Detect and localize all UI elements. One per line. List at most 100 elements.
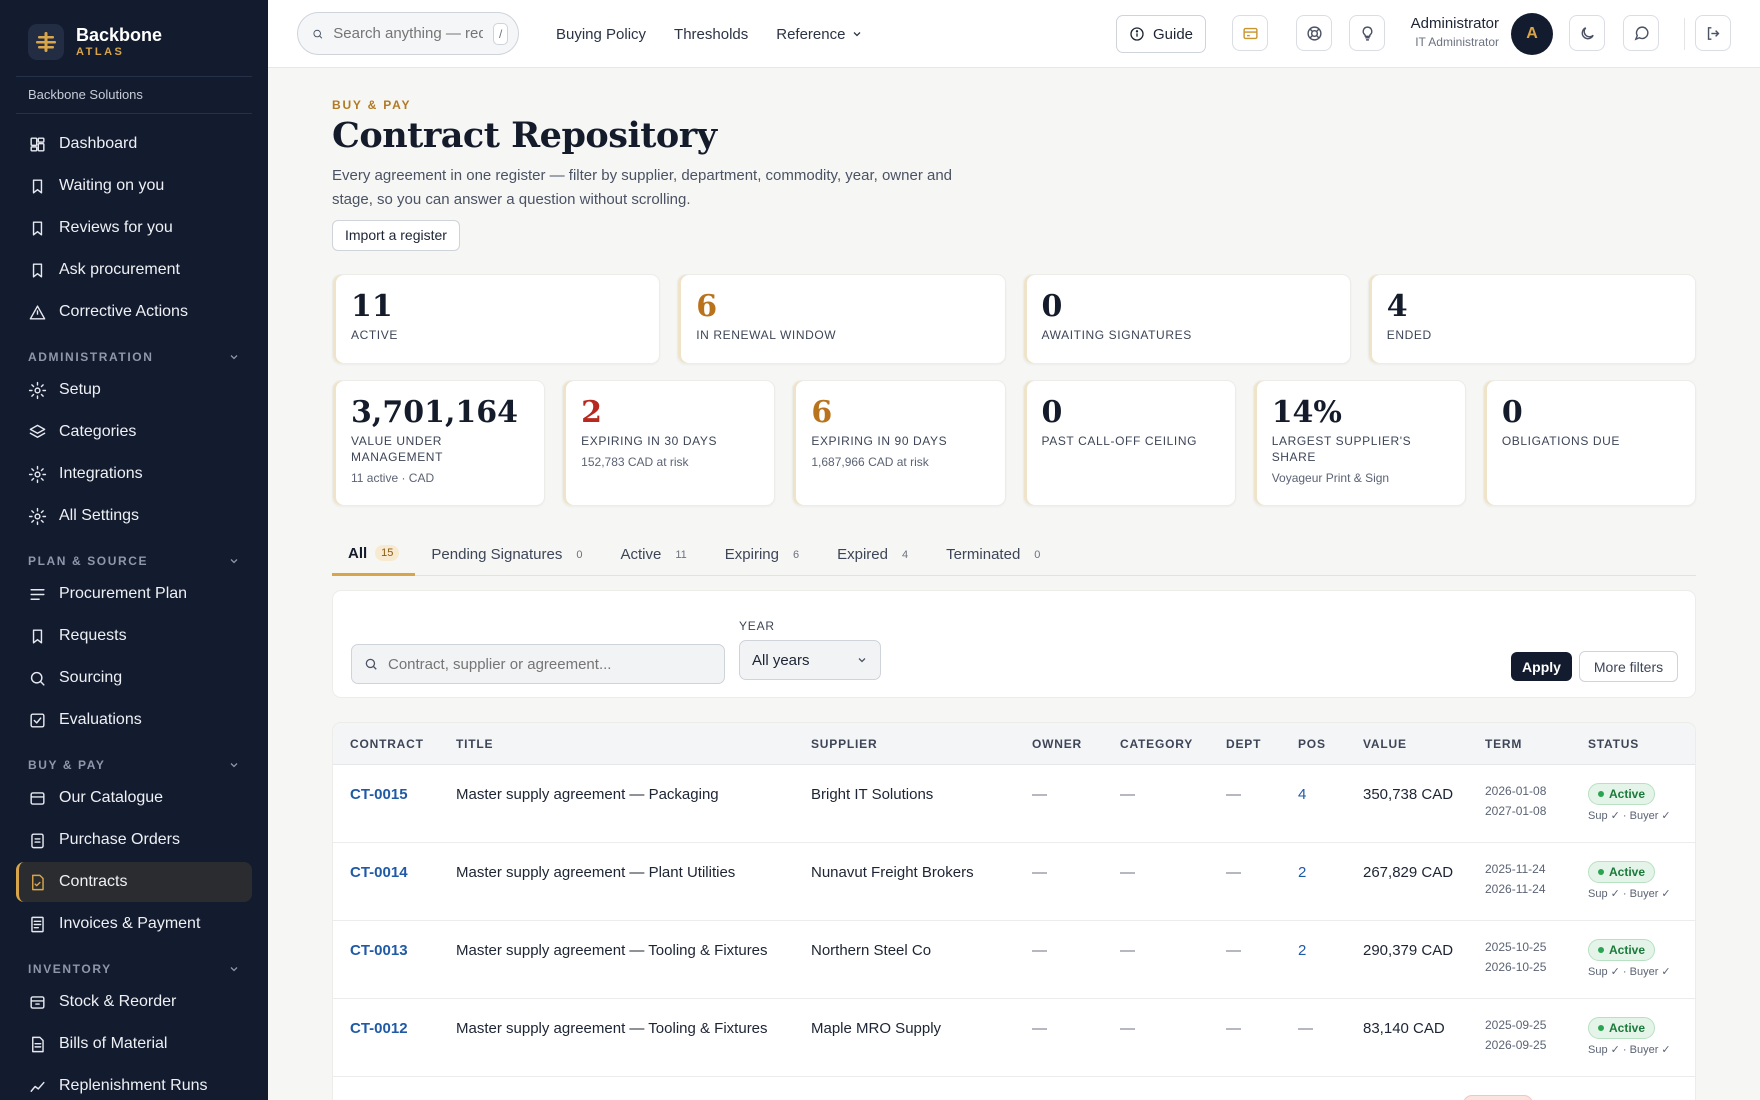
tab-expiring[interactable]: Expiring 6 <box>709 533 821 576</box>
stat-card-in-renewal-window[interactable]: 6 IN RENEWAL WINDOW <box>677 274 1005 364</box>
column-header-supplier[interactable]: SUPPLIER <box>796 737 1017 751</box>
avatar[interactable]: A <box>1511 13 1553 55</box>
sidebar-item-waiting-on-you[interactable]: Waiting on you <box>16 166 252 206</box>
guide-button[interactable]: Guide <box>1116 15 1206 53</box>
bookmark-icon <box>28 177 47 196</box>
column-header-term[interactable]: TERM <box>1470 737 1573 751</box>
tab-pending-signatures[interactable]: Pending Signatures 0 <box>415 533 604 576</box>
column-header-dept[interactable]: DEPT <box>1211 737 1283 751</box>
contract-status: Active Sup ✓ · Buyer ✓ <box>1573 765 1683 822</box>
sidebar-item-purchase-orders[interactable]: Purchase Orders <box>16 820 252 860</box>
pos-count-link[interactable]: 4 <box>1283 765 1348 803</box>
column-header-contract[interactable]: CONTRACT <box>333 737 441 751</box>
contract-id-link[interactable]: CT-0013 <box>333 921 441 959</box>
sidebar-group-buy-and-pay[interactable]: BUY & PAY <box>16 758 252 772</box>
tab-active[interactable]: Active 11 <box>604 533 708 576</box>
sidebar-item-procurement-plan[interactable]: Procurement Plan <box>16 574 252 614</box>
tab-expired[interactable]: Expired 4 <box>821 533 930 576</box>
column-header-title[interactable]: TITLE <box>441 737 796 751</box>
import-register-button[interactable]: Import a register <box>332 220 460 251</box>
sidebar-group-administration[interactable]: ADMINISTRATION <box>16 350 252 364</box>
column-header-status[interactable]: STATUS <box>1573 737 1683 751</box>
brand[interactable]: Backbone ATLAS <box>0 0 268 76</box>
sidebar-item-requests[interactable]: Requests <box>16 616 252 656</box>
search-shortcut-key: / <box>493 23 508 45</box>
apply-button[interactable]: Apply <box>1511 652 1572 681</box>
stat-card-value-under-management[interactable]: 3,701,164 VALUE UNDER MANAGEMENT 11 active… <box>332 380 545 506</box>
stat-card-largest-supplier-s-share[interactable]: 14% LARGEST SUPPLIER'S SHARE Voyageur Prin… <box>1253 380 1466 506</box>
stat-subtext: 1,687,966 CAD at risk <box>811 455 986 469</box>
org-name[interactable]: Backbone Solutions <box>0 77 268 113</box>
sidebar-group-plan-and-source[interactable]: PLAN & SOURCE <box>16 554 252 568</box>
sidebar-item-evaluations[interactable]: Evaluations <box>16 700 252 740</box>
sidebar-item-invoices-and-payment[interactable]: Invoices & Payment <box>16 904 252 944</box>
lifebuoy-icon <box>1306 25 1323 42</box>
stat-card-awaiting-signatures[interactable]: 0 AWAITING SIGNATURES <box>1023 274 1351 364</box>
sidebar-item-bills-of-material[interactable]: Bills of Material <box>16 1024 252 1064</box>
logout-button[interactable] <box>1695 15 1731 51</box>
contract-search[interactable] <box>351 644 725 684</box>
sidebar-item-sourcing[interactable]: Sourcing <box>16 658 252 698</box>
feedback-button[interactable] <box>1623 15 1659 51</box>
theme-toggle-button[interactable] <box>1569 15 1605 51</box>
sidebar-item-corrective-actions[interactable]: Corrective Actions <box>16 292 252 332</box>
sidebar-item-stock-and-reorder[interactable]: Stock & Reorder <box>16 982 252 1022</box>
contract-value: 290,379 CAD <box>1348 921 1470 959</box>
stat-card-past-call-off-ceiling[interactable]: 0 PAST CALL-OFF CEILING <box>1023 380 1236 506</box>
year-select[interactable]: All years <box>739 640 881 680</box>
sidebar-item-contracts[interactable]: Contracts <box>16 862 252 902</box>
year-select-value: All years <box>752 652 810 669</box>
column-header-category[interactable]: CATEGORY <box>1105 737 1211 751</box>
sidebar-item-categories[interactable]: Categories <box>16 412 252 452</box>
stat-card-expiring-in-90-days[interactable]: 6 EXPIRING IN 90 DAYS 1,687,966 CAD at ris… <box>792 380 1005 506</box>
column-header-pos[interactable]: POS <box>1283 737 1348 751</box>
sidebar-item-replenishment-runs[interactable]: Replenishment Runs <box>16 1066 252 1100</box>
table-row[interactable]: CT-0014 Master supply agreement — Plant U… <box>333 843 1695 921</box>
column-header-owner[interactable]: OWNER <box>1017 737 1105 751</box>
stat-card-expiring-in-30-days[interactable]: 2 EXPIRING IN 30 DAYS 152,783 CAD at risk <box>562 380 775 506</box>
tab-count: 4 <box>896 547 914 563</box>
table-row[interactable]: CT-0015 Master supply agreement — Packagi… <box>333 765 1695 843</box>
stat-card-obligations-due[interactable]: 0 OBLIGATIONS DUE <box>1483 380 1696 506</box>
sidebar-item-reviews-for-you[interactable]: Reviews for you <box>16 208 252 248</box>
chart-icon <box>28 1077 47 1096</box>
nav-reference[interactable]: Reference <box>776 26 863 43</box>
help-button[interactable] <box>1296 15 1332 51</box>
table-row[interactable]: CT-0013 Master supply agreement — Tooling… <box>333 921 1695 999</box>
nav-thresholds[interactable]: Thresholds <box>674 26 748 43</box>
stat-card-ended[interactable]: 4 ENDED <box>1368 274 1696 364</box>
pos-count-link[interactable]: 2 <box>1283 921 1348 959</box>
tab-terminated[interactable]: Terminated 0 <box>930 533 1062 576</box>
sidebar-item-all-settings[interactable]: All Settings <box>16 496 252 536</box>
sidebar-group-inventory[interactable]: INVENTORY <box>16 962 252 976</box>
sidebar-item-label: Ask procurement <box>59 261 180 279</box>
contract-id-link[interactable]: CT-0014 <box>333 843 441 881</box>
contract-id-link[interactable]: CT-0012 <box>333 999 441 1037</box>
contract-status: Active Sup ✓ · Buyer ✓ <box>1573 843 1683 900</box>
contract-search-input[interactable] <box>388 656 708 673</box>
sidebar-item-setup[interactable]: Setup <box>16 370 252 410</box>
sidebar-item-ask-procurement[interactable]: Ask procurement <box>16 250 252 290</box>
ideas-button[interactable] <box>1349 15 1385 51</box>
more-filters-button[interactable]: More filters <box>1579 651 1678 682</box>
global-search-input[interactable] <box>333 25 483 42</box>
search-icon <box>28 669 47 688</box>
nav-buying-policy[interactable]: Buying Policy <box>556 26 646 43</box>
sidebar-item-our-catalogue[interactable]: Our Catalogue <box>16 778 252 818</box>
owner-value: — <box>1017 921 1105 959</box>
contract-term: 2025-10-25 2026-10-25 <box>1470 921 1573 977</box>
stat-card-active[interactable]: 11 ACTIVE <box>332 274 660 364</box>
global-search[interactable]: / <box>297 12 519 55</box>
column-header-value[interactable]: VALUE <box>1348 737 1470 751</box>
tab-all[interactable]: All 15 <box>332 533 415 576</box>
contract-icon <box>28 873 47 892</box>
sidebar-item-dashboard[interactable]: Dashboard <box>16 124 252 164</box>
pos-count-link[interactable]: 2 <box>1283 843 1348 881</box>
status-badge: Active <box>1588 861 1655 883</box>
contract-id-link[interactable]: CT-0015 <box>333 765 441 803</box>
sidebar-item-integrations[interactable]: Integrations <box>16 454 252 494</box>
stat-subtext: 11 active · CAD <box>351 471 526 485</box>
wallet-button[interactable] <box>1232 15 1268 51</box>
table-row[interactable]: CT-0012 Master supply agreement — Tooling… <box>333 999 1695 1077</box>
user-info[interactable]: Administrator IT Administrator <box>1403 14 1499 50</box>
